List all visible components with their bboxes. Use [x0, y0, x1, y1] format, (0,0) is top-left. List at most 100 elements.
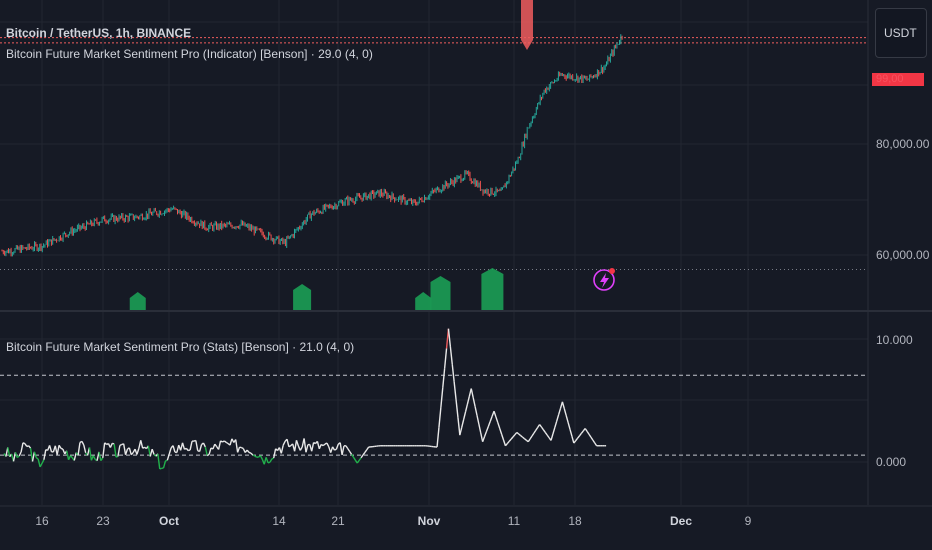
signal-up-3	[430, 276, 451, 310]
x-tick-oct: Oct	[158, 514, 180, 528]
stats-line-seg	[24, 443, 28, 447]
stats-line-seg	[109, 443, 113, 448]
stats-line-seg	[356, 459, 360, 464]
stats-line-seg	[495, 416, 499, 423]
stats-line-seg	[165, 459, 168, 462]
x-tick-9: 9	[744, 514, 752, 528]
stats-line-seg	[588, 433, 592, 438]
stats-line-seg	[128, 447, 132, 455]
stats-line-seg	[506, 440, 510, 444]
stats-line-seg	[360, 454, 364, 459]
stats-line-seg	[39, 463, 43, 468]
currency-button[interactable]: USDT	[875, 8, 927, 58]
indicator-title[interactable]: Bitcoin Future Market Sentiment Pro (Ind…	[6, 47, 373, 61]
stats-line-seg	[556, 414, 560, 422]
stats-line-seg	[265, 457, 269, 464]
stats-line-seg	[122, 443, 127, 455]
stats-line-seg	[176, 444, 180, 453]
stats-line-seg	[293, 440, 298, 452]
stats-line-seg	[259, 455, 263, 460]
stats-line-seg	[198, 444, 203, 452]
stats-line-seg	[98, 451, 102, 461]
stats-line-seg	[500, 434, 505, 441]
stats-line-seg	[451, 364, 455, 382]
stats-line-seg	[12, 452, 17, 462]
stats-line-seg	[202, 442, 206, 448]
stats-line-seg	[518, 433, 522, 437]
stats-line-seg	[41, 459, 45, 464]
signal-up-1	[293, 284, 312, 310]
stats-line-seg	[286, 439, 290, 447]
stats-line-seg	[573, 440, 577, 444]
stats-line-seg	[322, 443, 326, 447]
stats-line-seg	[282, 441, 286, 446]
stats-line-seg	[529, 435, 533, 440]
stats-line-seg	[516, 431, 520, 435]
stats-line-seg	[449, 346, 453, 365]
stats-line-seg	[246, 449, 250, 453]
stats-line-seg	[225, 441, 229, 445]
stats-line-seg	[352, 456, 356, 461]
stats-line-seg	[313, 441, 316, 445]
symbol-title[interactable]: Bitcoin / TetherUS, 1h, BINANCE	[6, 26, 192, 40]
stats-line-seg	[459, 427, 463, 436]
stats-line-seg	[212, 443, 216, 450]
stats-tick-10: 10.000	[876, 333, 913, 347]
stats-line-seg	[88, 447, 93, 461]
stats-line-seg	[31, 451, 36, 462]
stats-line-seg	[113, 443, 117, 458]
stats-line-seg	[77, 442, 81, 456]
stats-line-seg	[162, 460, 167, 469]
stats-line-seg	[447, 328, 452, 347]
stats-line-seg	[514, 431, 518, 436]
stats-line-seg	[364, 449, 368, 453]
stats-line-seg	[56, 445, 60, 455]
stats-line-seg	[288, 445, 292, 448]
stats-line-seg	[527, 438, 531, 443]
stats-line-seg	[250, 452, 254, 456]
stats-line-seg	[546, 434, 550, 439]
stats-line-seg	[481, 436, 486, 443]
stats-line-seg	[299, 446, 303, 451]
stats-line-seg	[335, 443, 339, 450]
stats-line-seg	[554, 420, 558, 428]
stats-line-seg	[188, 449, 191, 452]
x-tick-14: 14	[272, 514, 286, 528]
stats-line-seg	[557, 408, 562, 415]
stats-line-seg	[16, 455, 20, 459]
stats-line-seg	[504, 443, 508, 447]
stats-line-seg	[472, 397, 476, 407]
stats-line-seg	[349, 451, 353, 455]
stats-line-seg	[522, 436, 525, 440]
stats-line-seg	[45, 449, 48, 452]
stats-title[interactable]: Bitcoin Future Market Sentiment Pro (Sta…	[6, 340, 355, 354]
signal-up-4	[481, 268, 504, 310]
lightning-icon	[600, 273, 609, 288]
stats-line-seg	[499, 428, 503, 435]
stats-line-seg	[489, 416, 493, 422]
stats-line-seg	[569, 429, 573, 437]
stats-line-seg	[438, 407, 442, 428]
stats-line-seg	[208, 447, 212, 455]
stats-line-seg	[100, 457, 104, 462]
stats-line-seg	[339, 442, 343, 455]
stats-line-seg	[29, 448, 34, 462]
stats-line-seg	[594, 442, 598, 447]
stats-line-seg	[362, 452, 366, 456]
stats-line-seg	[575, 437, 579, 442]
stats-line-seg	[28, 445, 32, 449]
stats-line-seg	[508, 438, 512, 442]
stats-line-seg	[316, 441, 320, 450]
stats-line-seg	[533, 429, 537, 434]
stats-line-seg	[476, 415, 480, 425]
stats-line-seg	[510, 436, 514, 440]
stats-line-seg	[241, 446, 244, 450]
stats-line-seg	[578, 432, 582, 437]
stats-line-seg	[157, 453, 161, 470]
price-tick-80000: 80,000.00	[876, 137, 930, 151]
stats-line-seg	[73, 452, 77, 461]
stats-line-seg	[523, 438, 527, 441]
signal-up-0	[129, 292, 146, 310]
